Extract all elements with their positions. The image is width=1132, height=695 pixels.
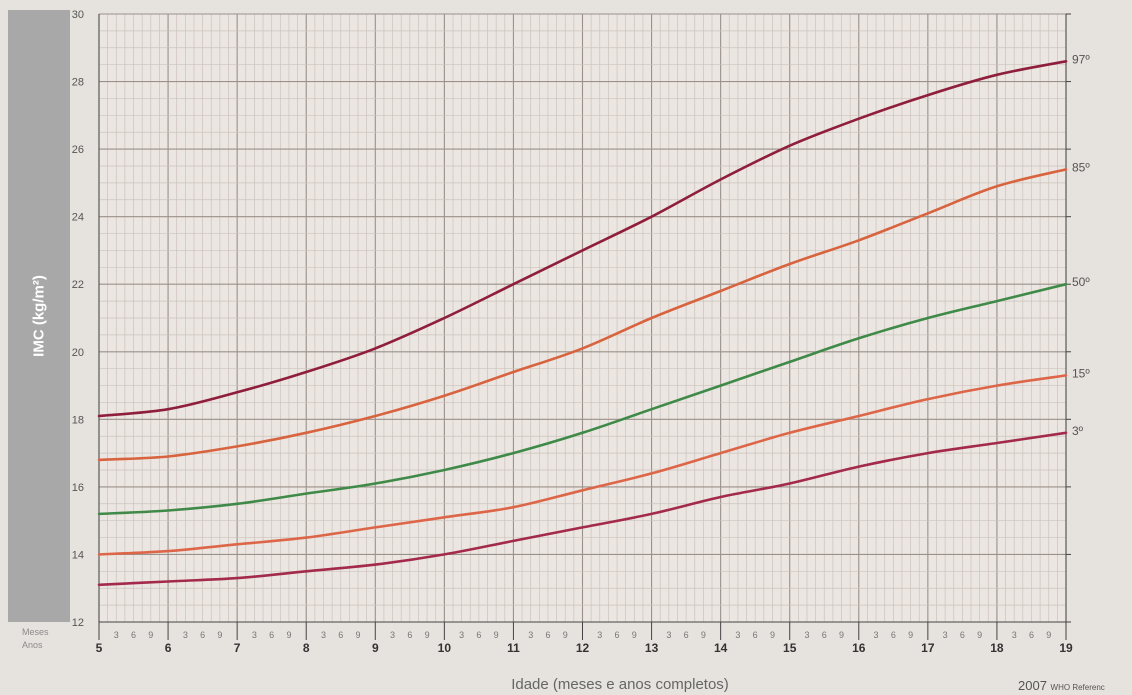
percentile-line-3 — [97, 374, 1068, 556]
y-tick-label: 26 — [72, 144, 84, 156]
y-axis-label-band — [8, 10, 70, 622]
x-month-label: 6 — [131, 630, 136, 640]
x-month-label: 6 — [407, 630, 412, 640]
series-label: 50º — [1072, 275, 1090, 289]
x-month-label: 6 — [269, 630, 274, 640]
x-month-label: 9 — [148, 630, 153, 640]
x-year-label: 15 — [783, 641, 797, 655]
x-month-label: 9 — [977, 630, 982, 640]
months-row-label: Meses — [22, 627, 49, 637]
x-month-label: 9 — [356, 630, 361, 640]
reference-note: 2007 WHO Referenc — [1018, 678, 1105, 693]
x-month-label: 9 — [425, 630, 430, 640]
y-tick-label: 30 — [72, 9, 84, 21]
x-month-label: 3 — [874, 630, 879, 640]
x-month-label: 6 — [753, 630, 758, 640]
x-month-label: 6 — [615, 630, 620, 640]
x-month-label: 6 — [200, 630, 205, 640]
x-year-label: 9 — [372, 641, 379, 655]
x-month-label: 6 — [545, 630, 550, 640]
x-month-label: 3 — [1012, 630, 1017, 640]
x-month-label: 3 — [666, 630, 671, 640]
reference-text: WHO Referenc — [1050, 683, 1105, 692]
x-month-label: 6 — [960, 630, 965, 640]
x-month-label: 9 — [563, 630, 568, 640]
x-month-label: 3 — [321, 630, 326, 640]
series-label: 97º — [1072, 52, 1090, 66]
y-tick-label: 14 — [72, 549, 84, 561]
x-month-label: 9 — [770, 630, 775, 640]
x-month-label: 3 — [804, 630, 809, 640]
percentile-line-2 — [97, 282, 1068, 516]
x-year-label: 12 — [576, 641, 590, 655]
x-year-label: 19 — [1059, 641, 1073, 655]
x-year-label: 16 — [852, 641, 866, 655]
x-month-label: 3 — [114, 630, 119, 640]
x-year-label: 8 — [303, 641, 310, 655]
x-month-label: 3 — [183, 630, 188, 640]
x-year-label: 6 — [165, 641, 172, 655]
series-label: 85º — [1072, 160, 1090, 174]
x-month-label: 3 — [390, 630, 395, 640]
x-month-label: 9 — [632, 630, 637, 640]
years-row-label: Anos — [22, 640, 43, 650]
x-year-label: 11 — [507, 641, 520, 655]
x-month-label: 6 — [684, 630, 689, 640]
series-label: 15º — [1072, 366, 1090, 380]
x-month-label: 6 — [1029, 630, 1034, 640]
percentile-line-4 — [97, 431, 1068, 587]
x-year-label: 13 — [645, 641, 659, 655]
x-month-label: 6 — [891, 630, 896, 640]
y-tick-label: 18 — [72, 414, 84, 426]
x-month-label: 9 — [839, 630, 844, 640]
x-month-label: 3 — [252, 630, 257, 640]
x-month-label: 9 — [701, 630, 706, 640]
percentile-line-1 — [97, 168, 1068, 462]
x-year-label: 17 — [921, 641, 935, 655]
x-month-label: 6 — [338, 630, 343, 640]
y-tick-label: 24 — [72, 212, 84, 224]
x-month-label: 3 — [459, 630, 464, 640]
percentile-line-0 — [97, 60, 1068, 418]
x-month-label: 6 — [476, 630, 481, 640]
y-tick-label: 16 — [72, 482, 84, 494]
x-month-label: 9 — [1046, 630, 1051, 640]
x-month-label: 9 — [286, 630, 291, 640]
x-year-label: 10 — [438, 641, 452, 655]
x-axis-title: Idade (meses e anos completos) — [511, 676, 729, 693]
reference-year: 2007 — [1018, 678, 1047, 693]
x-year-label: 5 — [96, 641, 103, 655]
x-year-label: 14 — [714, 641, 728, 655]
y-tick-label: 20 — [72, 347, 84, 359]
series-label: 3º — [1072, 424, 1084, 438]
x-month-label: 9 — [908, 630, 913, 640]
x-month-label: 3 — [943, 630, 948, 640]
x-month-label: 6 — [822, 630, 827, 640]
x-month-label: 9 — [217, 630, 222, 640]
y-tick-label: 28 — [72, 77, 84, 89]
y-tick-label: 12 — [72, 617, 84, 629]
y-tick-label: 22 — [72, 279, 84, 291]
x-month-label: 3 — [735, 630, 740, 640]
x-year-label: 18 — [990, 641, 1004, 655]
x-month-label: 9 — [494, 630, 499, 640]
x-month-label: 3 — [597, 630, 602, 640]
x-month-label: 3 — [528, 630, 533, 640]
x-year-label: 7 — [234, 641, 241, 655]
